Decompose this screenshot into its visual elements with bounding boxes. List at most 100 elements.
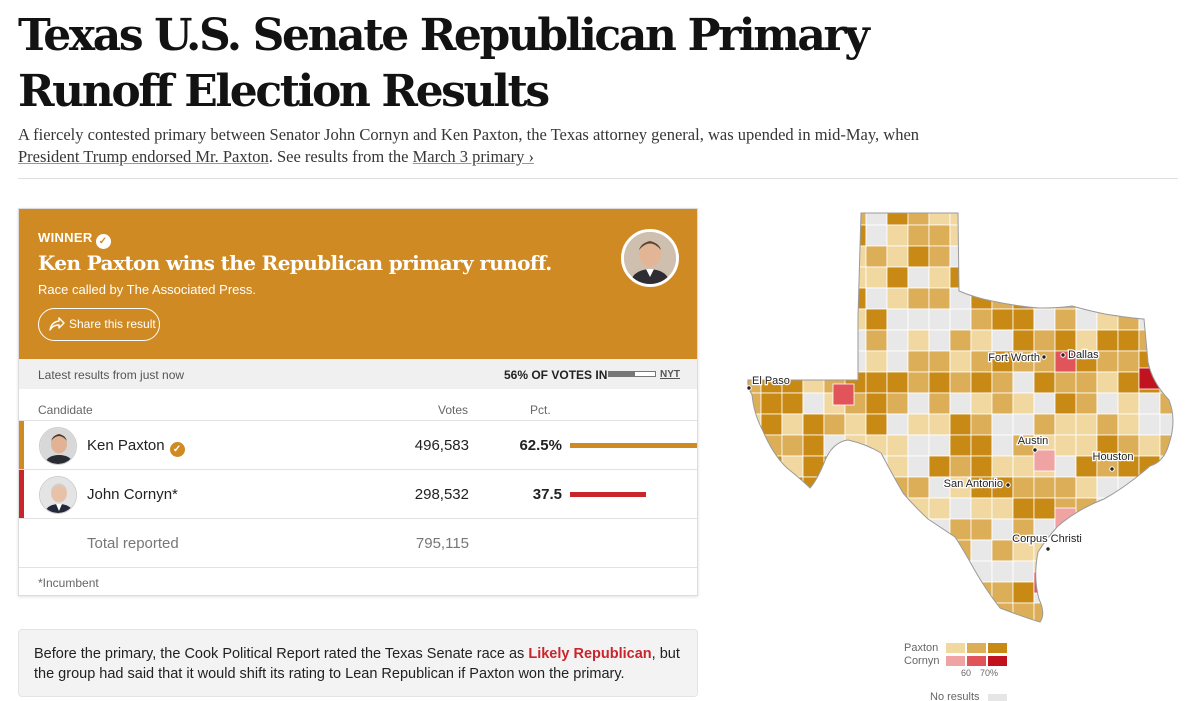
county — [844, 350, 867, 373]
legend-paxton-swatch-2 — [967, 643, 986, 653]
county — [1012, 224, 1035, 247]
county — [1159, 266, 1173, 289]
county — [747, 308, 762, 331]
county — [823, 350, 846, 373]
county — [907, 213, 930, 226]
county — [747, 539, 762, 562]
county — [1138, 392, 1161, 415]
county — [1117, 392, 1140, 415]
county — [823, 329, 846, 352]
county — [928, 213, 951, 226]
county — [1117, 560, 1140, 583]
county — [970, 413, 993, 436]
county — [1012, 602, 1035, 622]
share-label: Share this result — [69, 317, 156, 331]
county — [886, 371, 909, 394]
county — [1138, 434, 1161, 457]
county — [1138, 476, 1161, 499]
county — [802, 287, 825, 310]
share-result-button[interactable]: Share this result — [38, 308, 160, 341]
march-primary-link[interactable]: March 3 primary › — [412, 147, 535, 166]
county — [1138, 213, 1161, 226]
note-text-1: Before the primary, the Cook Political R… — [34, 646, 529, 662]
county — [1096, 224, 1119, 247]
nyt-source-link[interactable]: NYT — [660, 369, 680, 380]
county — [781, 413, 804, 436]
county — [970, 224, 993, 247]
county — [1033, 266, 1056, 289]
votes-in-text: 56% OF VOTES IN — [504, 368, 608, 382]
county — [844, 308, 867, 331]
trump-endorsement-link[interactable]: President Trump endorsed Mr. Paxton — [18, 147, 269, 166]
county — [1159, 329, 1173, 352]
county — [865, 266, 888, 289]
county — [928, 581, 951, 604]
texas-county-map: El Paso Fort Worth Dallas Austin Houston San … — [746, 212, 1174, 623]
col-pct: Pct. — [530, 403, 551, 417]
county — [970, 497, 993, 520]
county — [823, 518, 846, 541]
county — [1054, 581, 1077, 604]
county — [760, 287, 783, 310]
county — [781, 581, 804, 604]
county — [781, 308, 804, 331]
county — [1159, 539, 1173, 562]
county — [747, 581, 762, 604]
county — [747, 224, 762, 247]
county — [1054, 329, 1077, 352]
county — [823, 287, 846, 310]
county — [802, 308, 825, 331]
county — [949, 581, 972, 604]
county — [747, 476, 762, 499]
county — [1033, 213, 1056, 226]
county — [781, 497, 804, 520]
county — [1096, 581, 1119, 604]
county — [1117, 350, 1140, 373]
county — [781, 224, 804, 247]
county — [760, 392, 783, 415]
county — [1138, 413, 1161, 436]
county — [907, 392, 930, 415]
county — [949, 434, 972, 457]
county — [865, 413, 888, 436]
table-row: Ken Paxton ✓ 496,583 62.5% — [19, 420, 697, 470]
county — [991, 539, 1014, 562]
county — [760, 539, 783, 562]
county — [823, 455, 846, 478]
county — [844, 581, 867, 604]
county — [1138, 518, 1161, 541]
county — [760, 224, 783, 247]
county — [991, 329, 1014, 352]
county — [1159, 350, 1173, 373]
race-called-text: Race called by The Associated Press. — [38, 282, 256, 297]
county — [886, 497, 909, 520]
county — [949, 266, 972, 289]
candidate-color-stripe — [19, 421, 24, 470]
county — [1159, 581, 1173, 604]
county — [1117, 476, 1140, 499]
county — [886, 581, 909, 604]
county — [823, 213, 846, 226]
county — [1054, 308, 1077, 331]
candidate-votes: 298,532 — [414, 486, 469, 503]
county — [949, 560, 972, 583]
county — [970, 371, 993, 394]
county — [823, 560, 846, 583]
county — [760, 476, 783, 499]
county — [970, 539, 993, 562]
county — [991, 434, 1014, 457]
county — [1054, 476, 1077, 499]
county — [1138, 308, 1161, 331]
rating-link[interactable]: Likely Republican — [528, 646, 652, 662]
county — [1096, 518, 1119, 541]
county — [886, 602, 909, 622]
county — [1012, 581, 1035, 604]
county — [1117, 329, 1140, 352]
winner-avatar — [621, 229, 679, 287]
county — [1096, 329, 1119, 352]
county — [802, 434, 825, 457]
county — [907, 413, 930, 436]
col-candidate: Candidate — [38, 403, 93, 417]
county — [907, 434, 930, 457]
county — [1117, 224, 1140, 247]
